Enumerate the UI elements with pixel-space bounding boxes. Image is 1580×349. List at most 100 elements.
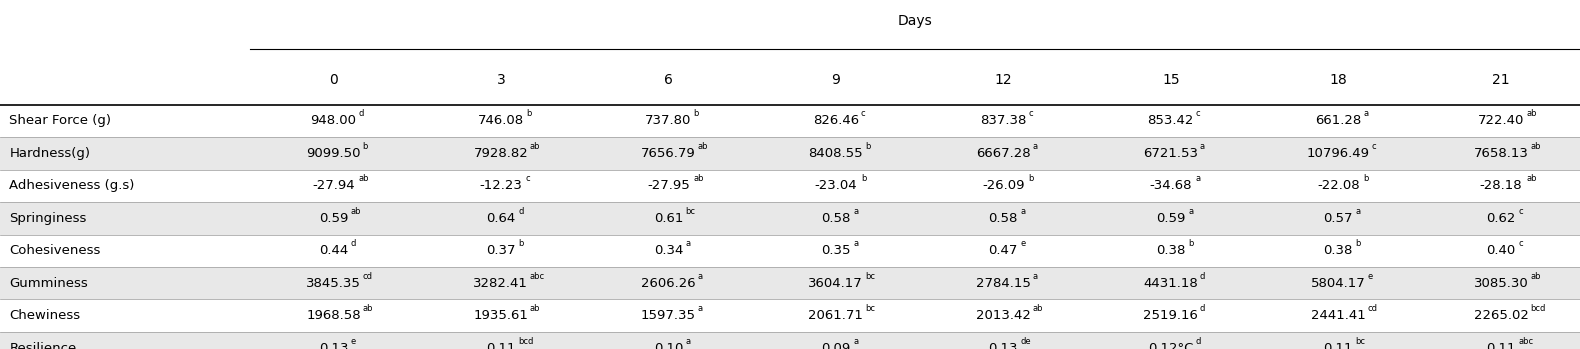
Text: a: a <box>853 239 858 248</box>
Text: bcd: bcd <box>518 336 534 346</box>
Text: 2606.26: 2606.26 <box>641 277 695 290</box>
Text: 12: 12 <box>994 73 1013 87</box>
Text: bc: bc <box>864 272 875 281</box>
Text: a: a <box>1021 207 1025 216</box>
Text: c: c <box>1196 109 1201 118</box>
Text: ab: ab <box>1526 174 1537 183</box>
Text: 0.12°C: 0.12°C <box>1149 342 1193 349</box>
Text: 0.59: 0.59 <box>319 212 348 225</box>
Text: -12.23: -12.23 <box>479 179 523 192</box>
Text: a: a <box>1188 207 1193 216</box>
Text: a: a <box>1032 142 1038 151</box>
Text: 6667.28: 6667.28 <box>976 147 1030 160</box>
Text: 2519.16: 2519.16 <box>1144 309 1198 322</box>
Text: 661.28: 661.28 <box>1315 114 1362 127</box>
Text: bcd: bcd <box>1529 304 1545 313</box>
Text: ab: ab <box>1032 304 1043 313</box>
Text: 5804.17: 5804.17 <box>1311 277 1365 290</box>
Text: ab: ab <box>529 304 540 313</box>
Text: d: d <box>1196 336 1201 346</box>
Text: 0.13: 0.13 <box>319 342 348 349</box>
Text: a: a <box>1196 174 1201 183</box>
Text: e: e <box>1367 272 1373 281</box>
Text: Cohesiveness: Cohesiveness <box>9 244 101 257</box>
Text: b: b <box>864 142 871 151</box>
Text: 4431.18: 4431.18 <box>1144 277 1198 290</box>
Text: a: a <box>697 272 703 281</box>
Text: 2265.02: 2265.02 <box>1474 309 1528 322</box>
Text: Hardness(g): Hardness(g) <box>9 147 90 160</box>
Text: 0.11: 0.11 <box>1487 342 1515 349</box>
Text: a: a <box>1364 109 1368 118</box>
Text: 0.34: 0.34 <box>654 244 683 257</box>
Text: 0.58: 0.58 <box>822 212 850 225</box>
Text: 746.08: 746.08 <box>477 114 525 127</box>
Text: 837.38: 837.38 <box>980 114 1027 127</box>
Text: 15: 15 <box>1161 73 1180 87</box>
Text: 0.64: 0.64 <box>487 212 515 225</box>
Text: a: a <box>697 304 703 313</box>
Text: 722.40: 722.40 <box>1477 114 1525 127</box>
Text: 3: 3 <box>496 73 506 87</box>
Text: 0.37: 0.37 <box>487 244 515 257</box>
Text: cd: cd <box>362 272 373 281</box>
Text: Resilience: Resilience <box>9 342 77 349</box>
Text: abc: abc <box>529 272 545 281</box>
Text: b: b <box>1029 174 1033 183</box>
Text: Gumminess: Gumminess <box>9 277 88 290</box>
Text: 2013.42: 2013.42 <box>976 309 1030 322</box>
Text: 2061.71: 2061.71 <box>809 309 863 322</box>
Text: 826.46: 826.46 <box>812 114 860 127</box>
Text: ab: ab <box>694 174 705 183</box>
Text: c: c <box>1518 239 1523 248</box>
Text: 1597.35: 1597.35 <box>641 309 695 322</box>
Text: a: a <box>853 336 858 346</box>
Text: d: d <box>359 109 363 118</box>
Text: b: b <box>1188 239 1193 248</box>
Text: -22.08: -22.08 <box>1318 179 1359 192</box>
Text: -27.95: -27.95 <box>646 179 690 192</box>
Text: d: d <box>351 239 356 248</box>
Text: b: b <box>861 174 866 183</box>
Text: bc: bc <box>864 304 875 313</box>
Text: b: b <box>362 142 368 151</box>
Text: a: a <box>686 239 690 248</box>
Text: 0.09: 0.09 <box>822 342 850 349</box>
Text: e: e <box>351 336 356 346</box>
Text: ab: ab <box>362 304 373 313</box>
Text: 1935.61: 1935.61 <box>474 309 528 322</box>
Text: 7656.79: 7656.79 <box>641 147 695 160</box>
Text: d: d <box>1199 272 1206 281</box>
Text: b: b <box>518 239 523 248</box>
Text: c: c <box>861 109 866 118</box>
Text: 0.57: 0.57 <box>1324 212 1352 225</box>
Text: a: a <box>686 336 690 346</box>
Text: 0: 0 <box>329 73 338 87</box>
Text: de: de <box>1021 336 1032 346</box>
Text: 3282.41: 3282.41 <box>474 277 528 290</box>
Text: 0.10: 0.10 <box>654 342 683 349</box>
Text: 6: 6 <box>664 73 673 87</box>
Text: 737.80: 737.80 <box>645 114 692 127</box>
Text: 2784.15: 2784.15 <box>976 277 1030 290</box>
Bar <box>0 267 1580 299</box>
Text: 0.38: 0.38 <box>1324 244 1352 257</box>
Text: 3085.30: 3085.30 <box>1474 277 1528 290</box>
Text: a: a <box>1032 272 1038 281</box>
Text: 0.13: 0.13 <box>989 342 1018 349</box>
Text: ab: ab <box>1526 109 1537 118</box>
Text: 0.58: 0.58 <box>989 212 1018 225</box>
Text: -23.04: -23.04 <box>815 179 856 192</box>
Text: abc: abc <box>1518 336 1533 346</box>
Text: 0.35: 0.35 <box>822 244 850 257</box>
Text: -26.09: -26.09 <box>983 179 1024 192</box>
Text: a: a <box>1356 207 1360 216</box>
Text: Adhesiveness (g.s): Adhesiveness (g.s) <box>9 179 134 192</box>
Text: 10796.49: 10796.49 <box>1307 147 1370 160</box>
Text: bc: bc <box>686 207 695 216</box>
Text: bc: bc <box>1356 336 1365 346</box>
Text: -27.94: -27.94 <box>313 179 354 192</box>
Text: d: d <box>1199 304 1206 313</box>
Text: ab: ab <box>351 207 362 216</box>
Text: b: b <box>1356 239 1360 248</box>
